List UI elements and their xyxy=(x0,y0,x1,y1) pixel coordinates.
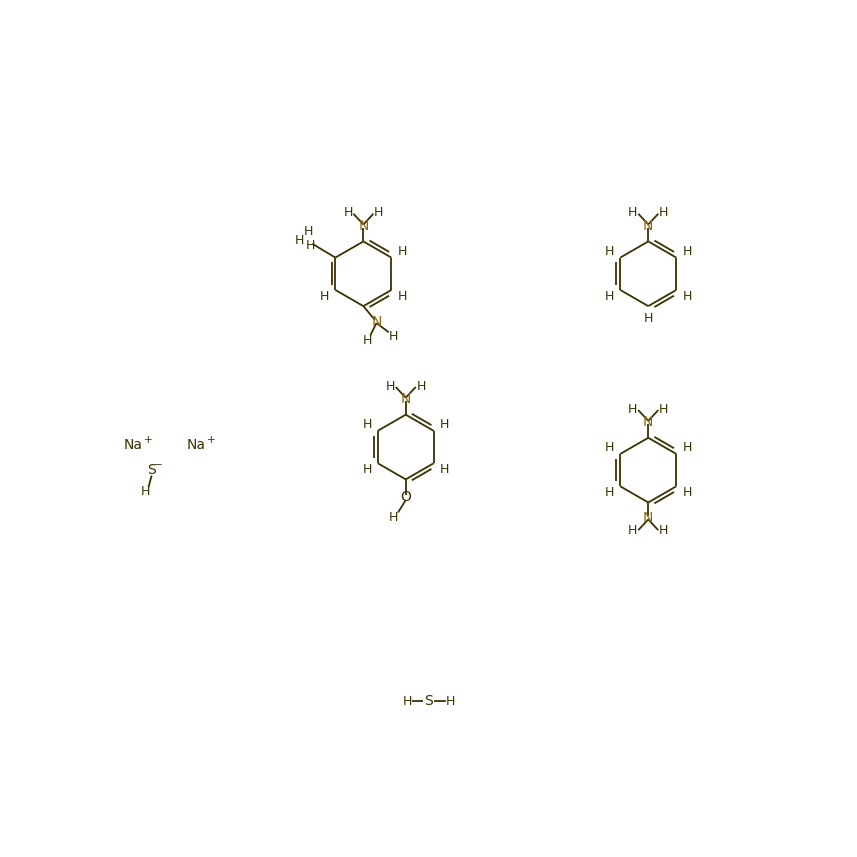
Text: H: H xyxy=(417,380,426,393)
Text: H: H xyxy=(320,290,329,303)
Text: H: H xyxy=(303,225,313,238)
Text: H: H xyxy=(398,245,407,258)
Text: H: H xyxy=(605,290,614,303)
Text: H: H xyxy=(605,486,614,499)
Text: H: H xyxy=(389,331,399,344)
Text: −: − xyxy=(153,459,162,470)
Text: S: S xyxy=(147,463,156,477)
Text: H: H xyxy=(644,312,653,325)
Text: H: H xyxy=(389,512,399,524)
Text: H: H xyxy=(659,524,668,537)
Text: H: H xyxy=(628,207,638,219)
Text: N: N xyxy=(643,511,653,524)
Text: N: N xyxy=(643,416,653,429)
Text: H: H xyxy=(682,441,692,454)
Text: H: H xyxy=(403,695,412,708)
Text: H: H xyxy=(682,290,692,303)
Text: +: + xyxy=(207,435,216,445)
Text: H: H xyxy=(628,403,638,416)
Text: H: H xyxy=(363,418,372,431)
Text: H: H xyxy=(295,234,304,247)
Text: H: H xyxy=(628,524,638,537)
Text: N: N xyxy=(358,219,369,233)
Text: H: H xyxy=(363,333,372,346)
Text: H: H xyxy=(363,463,372,476)
Text: H: H xyxy=(446,695,455,708)
Text: H: H xyxy=(440,463,449,476)
Text: N: N xyxy=(371,315,381,328)
Text: H: H xyxy=(374,207,383,219)
Text: H: H xyxy=(605,441,614,454)
Text: H: H xyxy=(141,485,150,498)
Text: H: H xyxy=(682,245,692,258)
Text: H: H xyxy=(659,403,668,416)
Text: Na: Na xyxy=(186,438,206,452)
Text: O: O xyxy=(400,490,411,504)
Text: H: H xyxy=(605,245,614,258)
Text: H: H xyxy=(682,486,692,499)
Text: H: H xyxy=(659,207,668,219)
Text: +: + xyxy=(144,435,153,445)
Text: H: H xyxy=(306,239,315,252)
Text: H: H xyxy=(386,380,395,393)
Text: S: S xyxy=(424,694,433,708)
Text: H: H xyxy=(398,290,407,303)
Text: N: N xyxy=(643,219,653,233)
Text: N: N xyxy=(400,393,411,406)
Text: Na: Na xyxy=(123,438,142,452)
Text: H: H xyxy=(440,418,449,431)
Text: H: H xyxy=(344,207,352,219)
